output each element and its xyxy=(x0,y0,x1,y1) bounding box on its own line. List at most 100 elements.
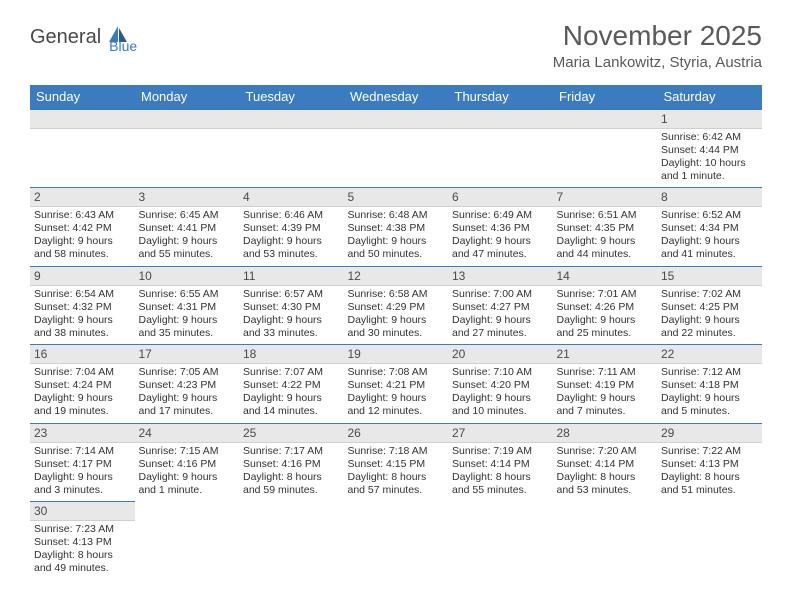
day-number: 16 xyxy=(30,345,135,364)
day-number: 5 xyxy=(344,188,449,207)
day-cell: 7Sunrise: 6:51 AMSunset: 4:35 PMDaylight… xyxy=(553,188,658,267)
day-cell: 21Sunrise: 7:11 AMSunset: 4:19 PMDayligh… xyxy=(553,345,658,424)
calendar-row: 30Sunrise: 7:23 AMSunset: 4:13 PMDayligh… xyxy=(30,502,762,580)
day-cell: 10Sunrise: 6:55 AMSunset: 4:31 PMDayligh… xyxy=(135,266,240,345)
day-content: Sunrise: 7:17 AMSunset: 4:16 PMDaylight:… xyxy=(239,443,344,502)
weekday-header: Thursday xyxy=(448,85,553,109)
day-content: Sunrise: 6:58 AMSunset: 4:29 PMDaylight:… xyxy=(344,286,449,345)
day-number: 25 xyxy=(239,424,344,443)
logo: General Blue xyxy=(30,20,137,54)
day-cell: 28Sunrise: 7:20 AMSunset: 4:14 PMDayligh… xyxy=(553,423,658,502)
day-number: 7 xyxy=(553,188,658,207)
day-content: Sunrise: 7:01 AMSunset: 4:26 PMDaylight:… xyxy=(553,286,658,345)
weekday-header: Friday xyxy=(553,85,658,109)
day-number: 17 xyxy=(135,345,240,364)
day-cell: 1Sunrise: 6:42 AMSunset: 4:44 PMDaylight… xyxy=(657,109,762,188)
day-number: 8 xyxy=(657,188,762,207)
calendar-row: 23Sunrise: 7:14 AMSunset: 4:17 PMDayligh… xyxy=(30,423,762,502)
day-cell: 29Sunrise: 7:22 AMSunset: 4:13 PMDayligh… xyxy=(657,423,762,502)
day-number: 29 xyxy=(657,424,762,443)
empty-cell xyxy=(448,109,553,188)
day-content: Sunrise: 7:19 AMSunset: 4:14 PMDaylight:… xyxy=(448,443,553,502)
day-cell: 6Sunrise: 6:49 AMSunset: 4:36 PMDaylight… xyxy=(448,188,553,267)
day-cell: 17Sunrise: 7:05 AMSunset: 4:23 PMDayligh… xyxy=(135,345,240,424)
day-number: 24 xyxy=(135,424,240,443)
empty-cell xyxy=(553,109,658,188)
empty-cell xyxy=(344,502,449,580)
day-cell: 13Sunrise: 7:00 AMSunset: 4:27 PMDayligh… xyxy=(448,266,553,345)
day-content: Sunrise: 7:08 AMSunset: 4:21 PMDaylight:… xyxy=(344,364,449,423)
weekday-header: Wednesday xyxy=(344,85,449,109)
day-cell: 30Sunrise: 7:23 AMSunset: 4:13 PMDayligh… xyxy=(30,502,135,580)
day-cell: 14Sunrise: 7:01 AMSunset: 4:26 PMDayligh… xyxy=(553,266,658,345)
day-number: 6 xyxy=(448,188,553,207)
day-content: Sunrise: 7:02 AMSunset: 4:25 PMDaylight:… xyxy=(657,286,762,345)
day-number: 9 xyxy=(30,267,135,286)
day-cell: 5Sunrise: 6:48 AMSunset: 4:38 PMDaylight… xyxy=(344,188,449,267)
day-cell: 24Sunrise: 7:15 AMSunset: 4:16 PMDayligh… xyxy=(135,423,240,502)
day-number: 1 xyxy=(657,110,762,129)
empty-cell xyxy=(239,502,344,580)
day-content: Sunrise: 7:00 AMSunset: 4:27 PMDaylight:… xyxy=(448,286,553,345)
day-content: Sunrise: 7:05 AMSunset: 4:23 PMDaylight:… xyxy=(135,364,240,423)
day-number: 4 xyxy=(239,188,344,207)
day-cell: 12Sunrise: 6:58 AMSunset: 4:29 PMDayligh… xyxy=(344,266,449,345)
day-cell: 22Sunrise: 7:12 AMSunset: 4:18 PMDayligh… xyxy=(657,345,762,424)
day-content: Sunrise: 6:51 AMSunset: 4:35 PMDaylight:… xyxy=(553,207,658,266)
day-cell: 23Sunrise: 7:14 AMSunset: 4:17 PMDayligh… xyxy=(30,423,135,502)
day-number: 20 xyxy=(448,345,553,364)
day-number: 19 xyxy=(344,345,449,364)
day-number: 13 xyxy=(448,267,553,286)
day-content: Sunrise: 6:46 AMSunset: 4:39 PMDaylight:… xyxy=(239,207,344,266)
day-content: Sunrise: 6:48 AMSunset: 4:38 PMDaylight:… xyxy=(344,207,449,266)
day-number: 23 xyxy=(30,424,135,443)
calendar-table: SundayMondayTuesdayWednesdayThursdayFrid… xyxy=(30,85,762,580)
day-number: 12 xyxy=(344,267,449,286)
month-title: November 2025 xyxy=(553,20,762,52)
empty-cell xyxy=(135,502,240,580)
empty-cell xyxy=(239,109,344,188)
day-content: Sunrise: 6:55 AMSunset: 4:31 PMDaylight:… xyxy=(135,286,240,345)
day-number: 21 xyxy=(553,345,658,364)
day-number: 10 xyxy=(135,267,240,286)
day-number: 3 xyxy=(135,188,240,207)
day-cell: 8Sunrise: 6:52 AMSunset: 4:34 PMDaylight… xyxy=(657,188,762,267)
day-content: Sunrise: 7:22 AMSunset: 4:13 PMDaylight:… xyxy=(657,443,762,502)
location: Maria Lankowitz, Styria, Austria xyxy=(553,54,762,71)
weekday-header: Monday xyxy=(135,85,240,109)
day-number: 11 xyxy=(239,267,344,286)
empty-cell xyxy=(553,502,658,580)
weekday-header: Sunday xyxy=(30,85,135,109)
day-content: Sunrise: 6:45 AMSunset: 4:41 PMDaylight:… xyxy=(135,207,240,266)
day-number: 28 xyxy=(553,424,658,443)
header: General Blue November 2025 Maria Lankowi… xyxy=(0,0,792,79)
calendar-row: 16Sunrise: 7:04 AMSunset: 4:24 PMDayligh… xyxy=(30,345,762,424)
day-cell: 19Sunrise: 7:08 AMSunset: 4:21 PMDayligh… xyxy=(344,345,449,424)
day-content: Sunrise: 7:10 AMSunset: 4:20 PMDaylight:… xyxy=(448,364,553,423)
day-content: Sunrise: 7:12 AMSunset: 4:18 PMDaylight:… xyxy=(657,364,762,423)
day-content: Sunrise: 6:54 AMSunset: 4:32 PMDaylight:… xyxy=(30,286,135,345)
day-number: 26 xyxy=(344,424,449,443)
day-content: Sunrise: 6:57 AMSunset: 4:30 PMDaylight:… xyxy=(239,286,344,345)
day-content: Sunrise: 7:20 AMSunset: 4:14 PMDaylight:… xyxy=(553,443,658,502)
day-cell: 11Sunrise: 6:57 AMSunset: 4:30 PMDayligh… xyxy=(239,266,344,345)
day-cell: 16Sunrise: 7:04 AMSunset: 4:24 PMDayligh… xyxy=(30,345,135,424)
day-cell: 15Sunrise: 7:02 AMSunset: 4:25 PMDayligh… xyxy=(657,266,762,345)
day-number: 22 xyxy=(657,345,762,364)
day-cell: 25Sunrise: 7:17 AMSunset: 4:16 PMDayligh… xyxy=(239,423,344,502)
weekday-header-row: SundayMondayTuesdayWednesdayThursdayFrid… xyxy=(30,85,762,109)
day-content: Sunrise: 7:23 AMSunset: 4:13 PMDaylight:… xyxy=(30,521,135,580)
day-cell: 27Sunrise: 7:19 AMSunset: 4:14 PMDayligh… xyxy=(448,423,553,502)
calendar-row: 1Sunrise: 6:42 AMSunset: 4:44 PMDaylight… xyxy=(30,109,762,188)
empty-cell xyxy=(30,109,135,188)
day-number: 18 xyxy=(239,345,344,364)
day-content: Sunrise: 7:15 AMSunset: 4:16 PMDaylight:… xyxy=(135,443,240,502)
day-content: Sunrise: 7:14 AMSunset: 4:17 PMDaylight:… xyxy=(30,443,135,502)
calendar-row: 2Sunrise: 6:43 AMSunset: 4:42 PMDaylight… xyxy=(30,188,762,267)
day-cell: 9Sunrise: 6:54 AMSunset: 4:32 PMDaylight… xyxy=(30,266,135,345)
day-content: Sunrise: 7:18 AMSunset: 4:15 PMDaylight:… xyxy=(344,443,449,502)
day-content: Sunrise: 6:52 AMSunset: 4:34 PMDaylight:… xyxy=(657,207,762,266)
empty-cell xyxy=(344,109,449,188)
day-cell: 18Sunrise: 7:07 AMSunset: 4:22 PMDayligh… xyxy=(239,345,344,424)
title-block: November 2025 Maria Lankowitz, Styria, A… xyxy=(553,20,762,71)
